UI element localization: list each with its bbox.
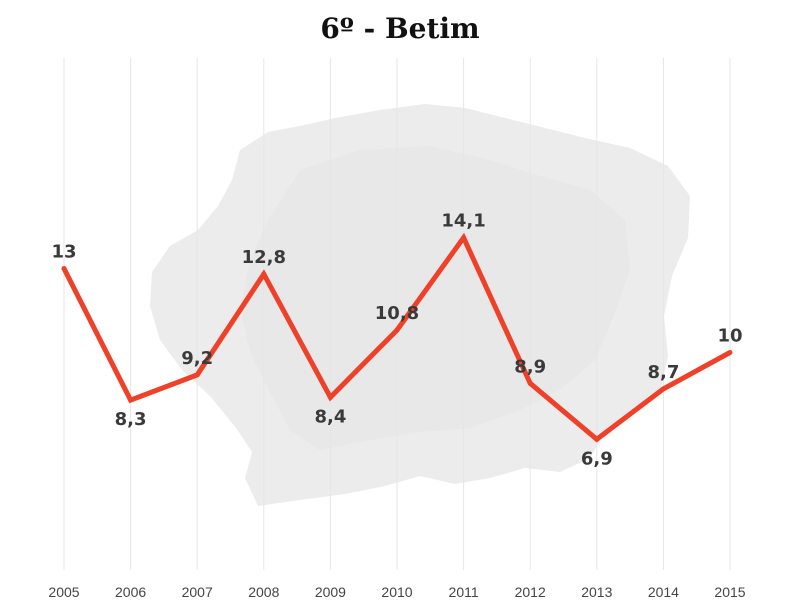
x-tick-label-2005: 2005 [48, 584, 79, 600]
x-tick-label-2015: 2015 [714, 584, 745, 600]
data-label-2014: 8,7 [647, 362, 679, 383]
x-tick-label-2007: 2007 [182, 584, 213, 600]
data-label-2006: 8,3 [115, 409, 147, 430]
data-point-2015 [727, 350, 733, 355]
x-tick-label-2010: 2010 [381, 584, 412, 600]
data-label-2011: 14,1 [441, 211, 485, 232]
gridlines [63, 58, 731, 570]
data-label-2008: 12,8 [242, 247, 286, 268]
data-label-2012: 8,9 [514, 356, 546, 377]
data-label-2010: 10,8 [375, 303, 419, 324]
series-line [61, 232, 733, 443]
x-tick-label-2014: 2014 [648, 584, 679, 600]
x-tick-label-2011: 2011 [449, 584, 479, 600]
data-point-2007 [194, 372, 200, 378]
data-point-2014 [660, 386, 666, 392]
background-map-shape [150, 104, 690, 506]
data-point-2005 [61, 266, 67, 271]
data-point-2012 [527, 380, 533, 386]
x-tick-label-2009: 2009 [315, 584, 346, 600]
data-label-2009: 8,4 [314, 406, 346, 427]
data-point-2011 [461, 235, 467, 241]
chart-title: 6º - Betim [320, 12, 480, 45]
data-point-2010 [394, 327, 400, 333]
data-point-2013 [594, 436, 600, 442]
x-tick-label-2008: 2008 [248, 584, 279, 600]
data-point-2008 [261, 271, 267, 277]
data-labels: 13 8,3 9,2 12,8 8,4 10,8 14,1 8,9 6,9 8,7 10 [51, 211, 742, 470]
data-label-2005: 13 [51, 242, 76, 263]
data-point-2009 [327, 394, 333, 400]
data-label-2013: 6,9 [581, 448, 613, 469]
x-tick-label-2013: 2013 [581, 584, 612, 600]
x-axis-ticks: 2005 2006 2007 2008 2009 2010 2011 2012 2013 2014… [48, 584, 745, 600]
data-label-2015: 10 [717, 326, 742, 347]
x-tick-label-2006: 2006 [115, 584, 146, 600]
x-tick-label-2012: 2012 [515, 584, 546, 600]
data-label-2007: 9,2 [181, 348, 213, 369]
data-point-2006 [128, 397, 134, 403]
